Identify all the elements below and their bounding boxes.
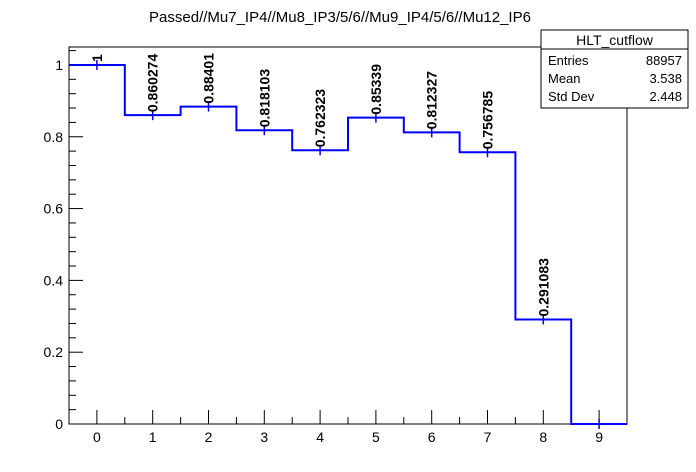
y-tick-label: 0.2 [44,344,64,360]
chart-title: Passed//Mu7_IP4//Mu8_IP3/5/6//Mu9_IP4/5/… [149,9,531,26]
stats-box: HLT_cutflow Entries 88957 Mean 3.538 Std… [540,29,689,109]
stats-box-title: HLT_cutflow [576,32,654,48]
x-tick-label: 9 [595,429,603,445]
bin-value-label: 0.812327 [424,71,440,130]
bin-value-label: 1 [89,54,105,62]
x-tick-label: 6 [428,429,436,445]
histogram-outline [69,63,627,425]
histogram-series [69,59,627,429]
x-tick-label: 5 [372,429,380,445]
bin-value-label: 0.88401 [201,53,217,104]
y-tick-label: 0 [55,416,63,432]
bin-value-label: 0.291083 [535,258,551,317]
y-tick-label: 0.4 [44,272,64,288]
stats-entries-value: 88957 [646,53,682,68]
x-tick-label: 1 [149,429,157,445]
x-tick-label: 7 [484,429,492,445]
stats-stddev-label: Std Dev [548,89,595,104]
data-labels: 1 0.860274 0.88401 0.818103 0.762323 0.85339 0… [89,53,551,317]
bin-value-label: 0.860274 [145,54,161,113]
x-tick-label: 0 [93,429,101,445]
stats-mean-label: Mean [548,71,581,86]
y-tick-label: 1 [55,57,63,73]
x-tick-label: 3 [260,429,268,445]
stats-mean-value: 3.538 [649,71,682,86]
bin-value-label: 0.85339 [368,64,384,115]
x-tick-label: 2 [205,429,213,445]
bin-value-label: 0.762323 [312,89,328,148]
y-tick-label: 0.8 [44,129,64,145]
y-tick-label: 0.6 [44,201,64,217]
x-axis-ticks: 0 1 2 3 4 5 6 7 8 9 [93,410,603,445]
bin-value-label: 0.756785 [480,91,496,150]
x-tick-label: 8 [539,429,547,445]
stats-entries-label: Entries [548,53,589,68]
stats-stddev-value: 2.448 [649,89,682,104]
y-axis-ticks: 0 0.2 0.4 0.6 0.8 1 [44,50,83,432]
x-tick-label: 4 [316,429,324,445]
bin-value-label: 0.818103 [256,69,272,128]
stats-box-frame [540,29,689,109]
